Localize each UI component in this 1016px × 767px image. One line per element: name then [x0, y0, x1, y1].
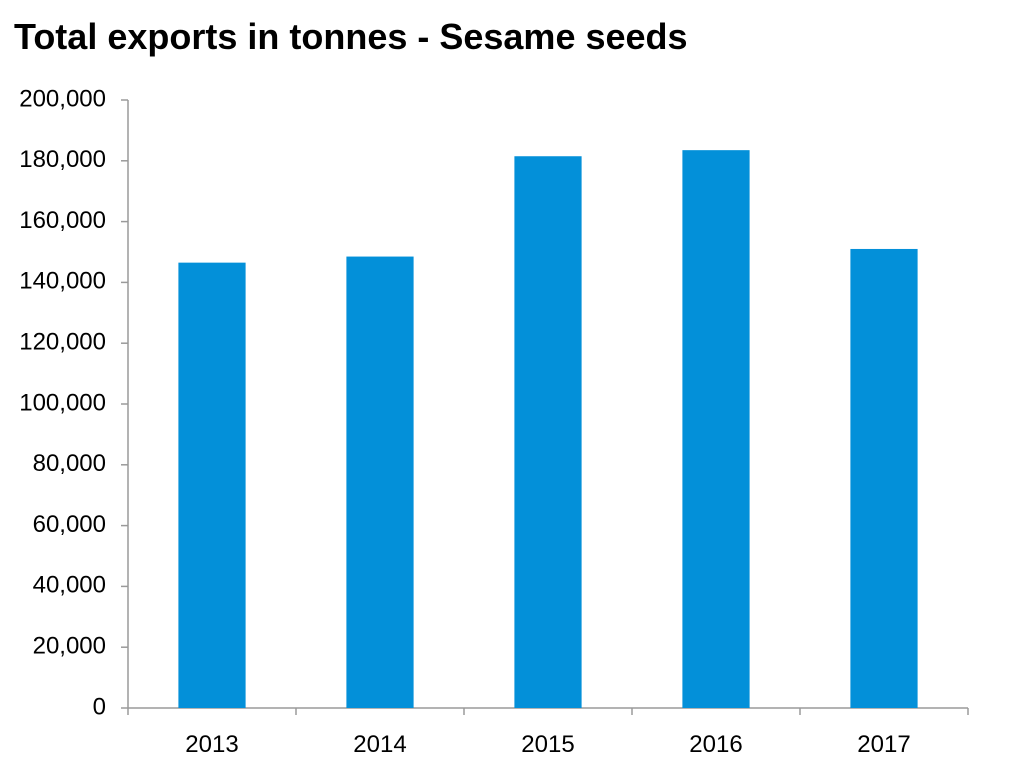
- y-tick-label: 160,000: [19, 207, 106, 234]
- x-tick-label: 2017: [857, 731, 910, 758]
- bar-2016: [682, 150, 750, 708]
- y-axis: 0 20,000 40,000 60,000 80,000 100,000 120,000 1…: [19, 85, 129, 720]
- y-tick-label: 120,000: [19, 329, 106, 356]
- y-tick-label: 180,000: [19, 146, 106, 173]
- x-tick-label: 2015: [521, 731, 574, 758]
- x-tick-label: 2014: [353, 731, 406, 758]
- y-tick-label: 0: [93, 693, 106, 720]
- y-tick-label: 80,000: [33, 450, 106, 477]
- y-tick-label: 40,000: [33, 572, 106, 599]
- x-axis: 2013 2014 2015 2016 2017: [127, 707, 969, 758]
- bar-2014: [346, 256, 414, 708]
- y-tick-label: 20,000: [33, 633, 106, 660]
- y-tick-label: 60,000: [33, 511, 106, 538]
- bars: [178, 150, 918, 709]
- chart-title: Total exports in tonnes - Sesame seeds: [14, 16, 688, 57]
- x-tick-label: 2013: [185, 731, 238, 758]
- bar-2015: [514, 156, 582, 709]
- x-tick-label: 2016: [689, 731, 742, 758]
- y-tick-label: 100,000: [19, 389, 106, 416]
- bar-2013: [178, 262, 246, 708]
- bar-2017: [850, 248, 918, 708]
- y-tick-label: 200,000: [19, 85, 106, 112]
- y-tick-label: 140,000: [19, 268, 106, 295]
